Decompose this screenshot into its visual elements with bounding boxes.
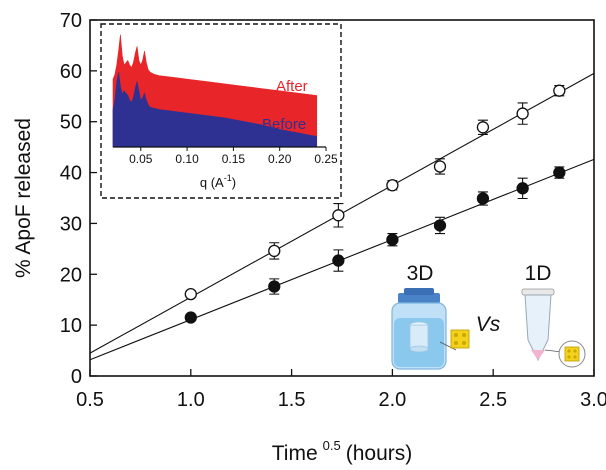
open-marker: [433, 160, 447, 173]
filled-marker: [433, 219, 447, 232]
y-tick-label: 10: [60, 315, 82, 337]
label-1d: 1D: [525, 262, 552, 285]
open-marker: [332, 209, 345, 222]
y-tick-label: 40: [60, 163, 82, 185]
after-label: After: [276, 78, 308, 95]
y-tick-label: 70: [60, 10, 82, 32]
x-tick-label: 3.0: [580, 389, 606, 411]
filled-marker: [386, 233, 399, 246]
open-marker: [184, 287, 197, 301]
y-tick-label: 50: [60, 112, 82, 134]
inset-x-axis-title-superscript: -1: [224, 173, 232, 183]
x-axis-title-unit: (hours): [346, 442, 413, 465]
inset-x-axis-title: q (A-1): [200, 173, 236, 190]
filled-marker: [516, 182, 529, 195]
inset-x-tick-label: 0.10: [175, 152, 199, 166]
label-3d: 3D: [407, 262, 434, 285]
open-marker: [386, 179, 399, 192]
open-marker: [553, 84, 566, 97]
open-marker: [268, 244, 281, 258]
filled-marker: [268, 280, 281, 293]
inset-x-ticks: 0.05 0.10 0.15 0.20 0.25: [129, 147, 338, 166]
illustration: 3D Vs 1D: [391, 262, 586, 370]
filled-marker: [332, 254, 345, 267]
filled-marker: [553, 166, 566, 179]
inset-x-axis-title-main: q (A: [200, 175, 224, 190]
x-tick-label: 1.5: [278, 389, 306, 411]
inset-x-tick-label: 0.25: [314, 152, 338, 166]
x-axis-title-main: Time: [272, 442, 318, 465]
x-tick-label: 2.0: [378, 389, 406, 411]
x-tick-label: 1.0: [177, 389, 205, 411]
open-marker: [516, 107, 529, 120]
inset-x-tick-label: 0.05: [129, 152, 153, 166]
inset-x-tick-label: 0.20: [268, 152, 292, 166]
inset-areas: [112, 34, 318, 148]
x-tick-label: 2.5: [479, 389, 507, 411]
inset-area-before: [112, 72, 318, 148]
y-tick-label: 20: [60, 264, 82, 286]
filled-marker: [184, 311, 197, 324]
protein-cage-icon-right: [564, 346, 580, 362]
protein-cage-icon-left: [450, 329, 470, 349]
x-axis-title-superscript: 0.5: [323, 438, 341, 453]
y-tick-label: 60: [60, 61, 82, 83]
y-axis-ticks: 0 10 20 30 40 50 60 70: [60, 10, 97, 388]
open-marker: [476, 121, 490, 134]
data-markers: [184, 84, 566, 324]
y-tick-label: 0: [71, 366, 82, 388]
before-label: Before: [262, 116, 306, 133]
tube-1d-icon: [521, 288, 586, 368]
y-axis-title: % ApoF released: [12, 118, 35, 278]
inset-x-tick-label: 0.15: [222, 152, 246, 166]
plot-frame: [89, 19, 595, 377]
inset-panel: 0.05 0.10 0.15 0.20 0.25 q (A-1) After Befor…: [100, 23, 342, 199]
inset-x-axis-title-close: ): [232, 175, 236, 190]
label-vs: Vs: [476, 313, 501, 336]
x-axis-ticks: 0.5 1.0 1.5 2.0 2.5 3.0: [76, 369, 606, 411]
y-tick-label: 30: [60, 213, 82, 235]
vial-3d-icon: [391, 288, 470, 370]
x-axis-title: Time 0.5 (hours): [272, 438, 413, 465]
x-tick-label: 0.5: [76, 389, 104, 411]
filled-marker: [476, 192, 490, 205]
